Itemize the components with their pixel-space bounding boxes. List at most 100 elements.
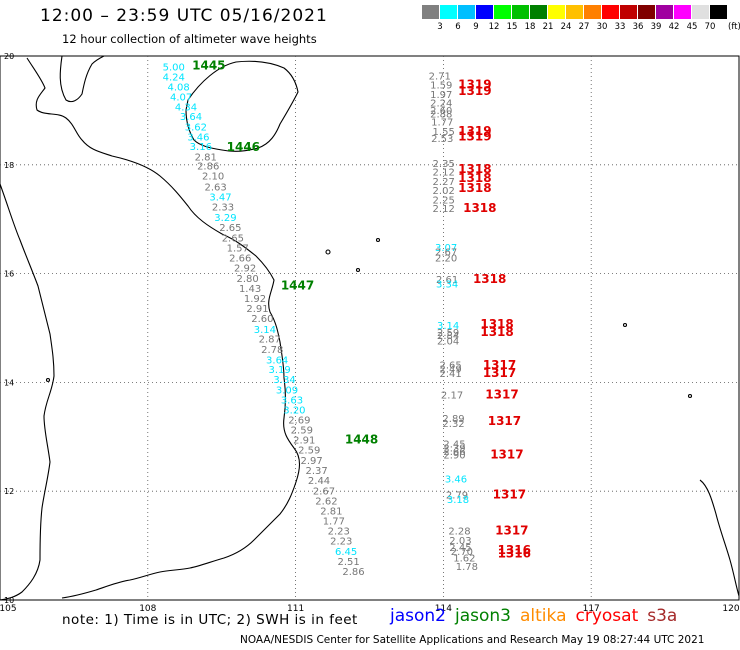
credit-line: NOAA/NESDIS Center for Satellite Applica… xyxy=(240,634,705,646)
pass-time-label: 1317 xyxy=(493,487,526,501)
pass-time-label: 1446 xyxy=(227,140,260,154)
wave-height-value: 1.77 xyxy=(323,516,345,527)
wave-height-value: 4.08 xyxy=(168,82,190,93)
wave-height-value: 1.77 xyxy=(431,118,453,129)
satellite-name: jason2 xyxy=(390,606,446,626)
wave-height-value: 3.34 xyxy=(273,375,295,386)
wave-height-value: 2.28 xyxy=(448,527,470,538)
legend-swatch xyxy=(656,5,673,19)
wave-height-value: 2.80 xyxy=(236,274,258,285)
wave-height-value: 2.35 xyxy=(433,159,455,170)
latitude-tick-label: 18 xyxy=(4,161,14,170)
map-subtitle: 12 hour collection of altimeter wave hei… xyxy=(62,32,317,46)
wave-height-value: 3.46 xyxy=(445,474,467,485)
wave-height-value: 2.20 xyxy=(435,254,457,265)
wave-height-value: 2.61 xyxy=(436,275,458,286)
pass-time-label: 1318 xyxy=(458,171,491,185)
wave-height-value: 2.62 xyxy=(315,496,337,507)
wave-height-value: 2.59 xyxy=(437,328,459,339)
pass-time-label: 1318 xyxy=(458,162,491,176)
legend-swatch xyxy=(476,5,493,19)
wave-height-value: 2.49 xyxy=(439,365,461,376)
wave-height-value: 3.07 xyxy=(435,243,457,254)
satellite-name: altika xyxy=(520,606,567,626)
wave-height-value: 2.17 xyxy=(441,391,463,402)
wave-height-value: 2.67 xyxy=(313,486,335,497)
wave-height-value: 2.37 xyxy=(305,466,327,477)
wave-height-value: 2.84 xyxy=(437,331,459,342)
legend-label: 9 xyxy=(473,22,479,32)
wave-height-value: 2.32 xyxy=(442,419,464,430)
wave-height-value: 1.97 xyxy=(430,90,452,101)
satellite-name: s3a xyxy=(647,606,678,626)
wave-height-value: 2.87 xyxy=(259,335,281,346)
wave-height-value: 2.59 xyxy=(298,446,320,457)
wave-height-value: 2.97 xyxy=(301,456,323,467)
wave-height-value: 3.20 xyxy=(283,405,305,416)
wave-height-value: 4.07 xyxy=(170,93,192,104)
wave-height-value: 1.55 xyxy=(433,127,455,138)
pass-time-label: 1316 xyxy=(498,547,531,561)
pass-time-label: 1317 xyxy=(488,414,521,428)
legend-unit: (ft) xyxy=(728,22,740,32)
paracel-island xyxy=(325,249,331,255)
wave-height-value: 2.63 xyxy=(204,182,226,193)
satellite-name: cryosat xyxy=(575,606,639,626)
wave-height-value: 2.65 xyxy=(439,360,461,371)
wave-height-value: 2.23 xyxy=(330,537,352,548)
wave-height-value: 3.63 xyxy=(281,396,303,407)
wave-height-value: 3.14 xyxy=(254,325,276,336)
legend-swatch xyxy=(566,5,583,19)
pass-time-label: 1445 xyxy=(192,59,225,73)
legend-swatch xyxy=(548,5,565,19)
wave-height-value: 2.65 xyxy=(222,234,244,245)
mainland-coastline xyxy=(26,57,301,599)
legend-swatch xyxy=(512,5,529,19)
pass-time-label: 1318 xyxy=(473,272,506,286)
wave-height-value: 4.34 xyxy=(175,102,197,113)
wave-height-value: 3.47 xyxy=(209,193,231,204)
legend-label: 6 xyxy=(455,22,461,32)
legend-swatch xyxy=(584,5,601,19)
pass-time-label: 1318 xyxy=(458,181,491,195)
wave-height-value: 2.45 xyxy=(443,440,465,451)
wave-height-value: 2.78 xyxy=(261,345,283,356)
legend-label: 24 xyxy=(560,22,572,32)
legend-label: 70 xyxy=(704,22,716,32)
wave-height-value: 2.86 xyxy=(342,567,364,578)
wave-height-value: 2.45 xyxy=(449,543,471,554)
wave-height-value: 2.70 xyxy=(451,547,473,558)
wave-height-value: 2.12 xyxy=(433,168,455,179)
wave-height-value: 2.23 xyxy=(328,527,350,538)
wave-height-value: 2.69 xyxy=(288,416,310,427)
legend-swatch xyxy=(674,5,691,19)
wave-height-value: 2.90 xyxy=(443,451,465,462)
legend-label: 12 xyxy=(488,22,500,32)
wave-height-value: 2.03 xyxy=(449,536,471,547)
latitude-tick-label: 14 xyxy=(4,378,14,387)
coastline xyxy=(0,55,740,601)
legend-label: 45 xyxy=(686,22,698,32)
pass-time-label: 1317 xyxy=(490,448,523,462)
wave-height-value: 2.39 xyxy=(443,443,465,454)
latitude-tick-label: 12 xyxy=(4,487,14,496)
wave-height-value: 2.92 xyxy=(234,263,256,274)
longitude-tick-label: 120 xyxy=(722,604,739,614)
wave-height-value: 2.60 xyxy=(430,106,452,117)
wave-height-value: 2.53 xyxy=(431,134,453,145)
wave-height-value: 3.34 xyxy=(436,280,458,291)
wave-height-value: 2.25 xyxy=(433,195,455,206)
reef-island xyxy=(45,377,51,383)
wave-height-value: 6.45 xyxy=(335,547,357,558)
wave-height-value: 2.91 xyxy=(293,435,315,446)
legend-swatch xyxy=(530,5,547,19)
legend-label: 15 xyxy=(506,22,518,32)
legend-swatch xyxy=(422,5,439,19)
longitude-tick-label: 108 xyxy=(139,604,156,614)
wave-height-value: 3.16 xyxy=(190,142,212,153)
wave-height-value: 2.10 xyxy=(202,171,224,182)
gulf-coast xyxy=(0,183,55,601)
pass-time-label: 1318 xyxy=(480,317,513,331)
wave-height-value: 2.81 xyxy=(195,152,217,163)
pass-time-label: 1447 xyxy=(281,278,314,292)
